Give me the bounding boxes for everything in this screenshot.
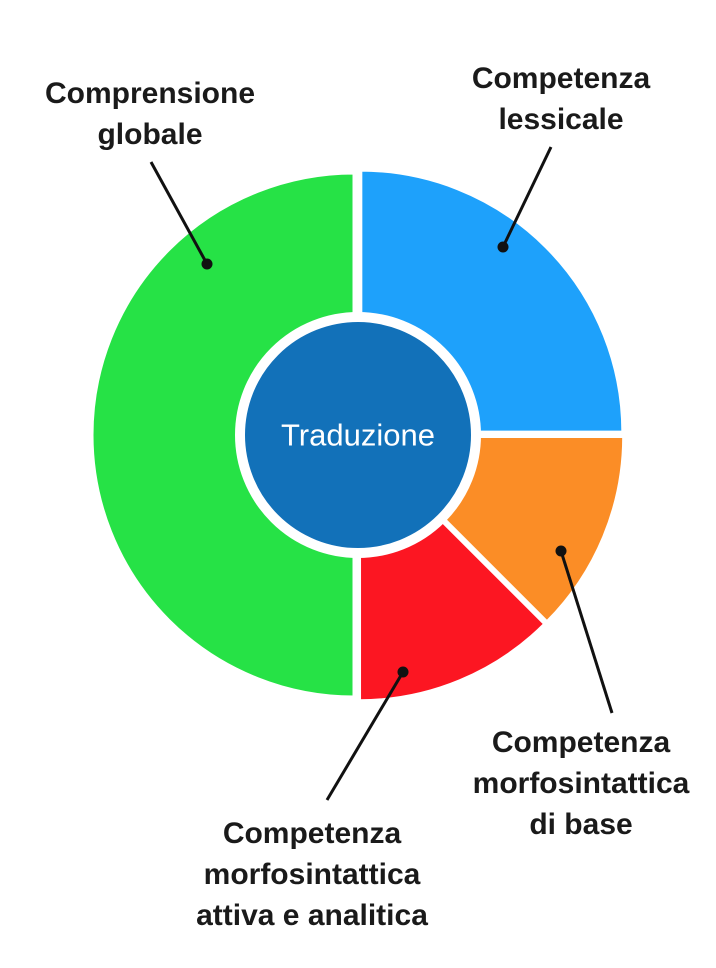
leader-line-comprensione-globale (149, 161, 209, 265)
slice-label-line: morfosintattica (204, 858, 421, 891)
slice-label-competenza-lessicale: Competenza lessicale (472, 62, 651, 136)
slice-label-competenza-morfosintattica-di-base: Competenza morfosintattica di base (473, 726, 690, 841)
slice-label-line: Competenza (492, 726, 671, 759)
leader-dot-comprensione-globale (201, 258, 213, 270)
slice-label-line: Comprensione (45, 77, 255, 110)
slice-label-line: attiva e analitica (196, 899, 428, 932)
slice-label-line: morfosintattica (473, 767, 690, 800)
leader-dot-competenza-morfosintattica-di-base (555, 545, 567, 557)
slice-label-comprensione-globale: Comprensione globale (45, 77, 255, 151)
slice-label-line: lessicale (498, 103, 623, 136)
leader-line-competenza-lessicale (501, 146, 553, 248)
slice-label-line: Competenza (472, 62, 651, 95)
leader-dot-competenza-lessicale (497, 241, 509, 253)
slice-label-line: globale (97, 118, 202, 151)
slice-label-competenza-morfosintattica-attiva-e-analitica: Competenza morfosintattica attiva e analit… (196, 817, 428, 932)
leader-dot-competenza-morfosintattica-attiva-e-analitica (397, 666, 409, 678)
leader-line-competenza-morfosintattica-attiva-e-analitica (325, 671, 405, 801)
slice-label-line: Competenza (223, 817, 402, 850)
slice-comprensione-globale (90, 171, 356, 699)
chart-labels: Competenza lessicale Competenza morfosintat… (45, 62, 690, 932)
center-label: Traduzione (281, 418, 435, 453)
center-circle (235, 312, 481, 558)
chart-leader-lines (149, 146, 614, 801)
slice-label-line: di base (529, 808, 632, 841)
leader-line-competenza-morfosintattica-di-base (559, 550, 614, 714)
